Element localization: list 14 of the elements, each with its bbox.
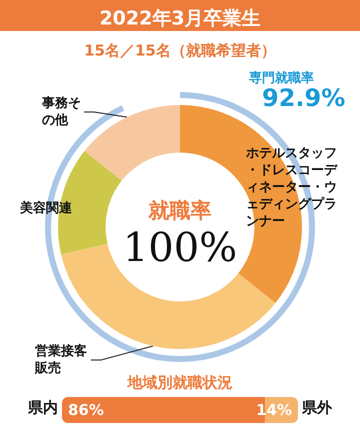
slice-label: 美容関連 xyxy=(19,200,73,216)
text: 就職率 xyxy=(148,198,212,222)
data-label: 86% xyxy=(68,401,104,419)
text: 92.9% xyxy=(262,84,346,112)
slice-label: 事務その他 xyxy=(41,96,81,128)
slice-label: 営業接客販売 xyxy=(34,343,87,376)
text: 100% xyxy=(122,225,238,271)
text: 専門就職率 xyxy=(248,70,314,86)
series-label: 県外 xyxy=(301,398,333,416)
chart-subtitle: 15名／15名（就職希望者） xyxy=(84,42,276,60)
data-label: 14% xyxy=(256,401,292,419)
chart-title: 2022年3月卒業生 xyxy=(99,8,261,30)
chart-title: 地域別就職状況 xyxy=(126,374,232,392)
series-label: 県内 xyxy=(27,398,58,416)
